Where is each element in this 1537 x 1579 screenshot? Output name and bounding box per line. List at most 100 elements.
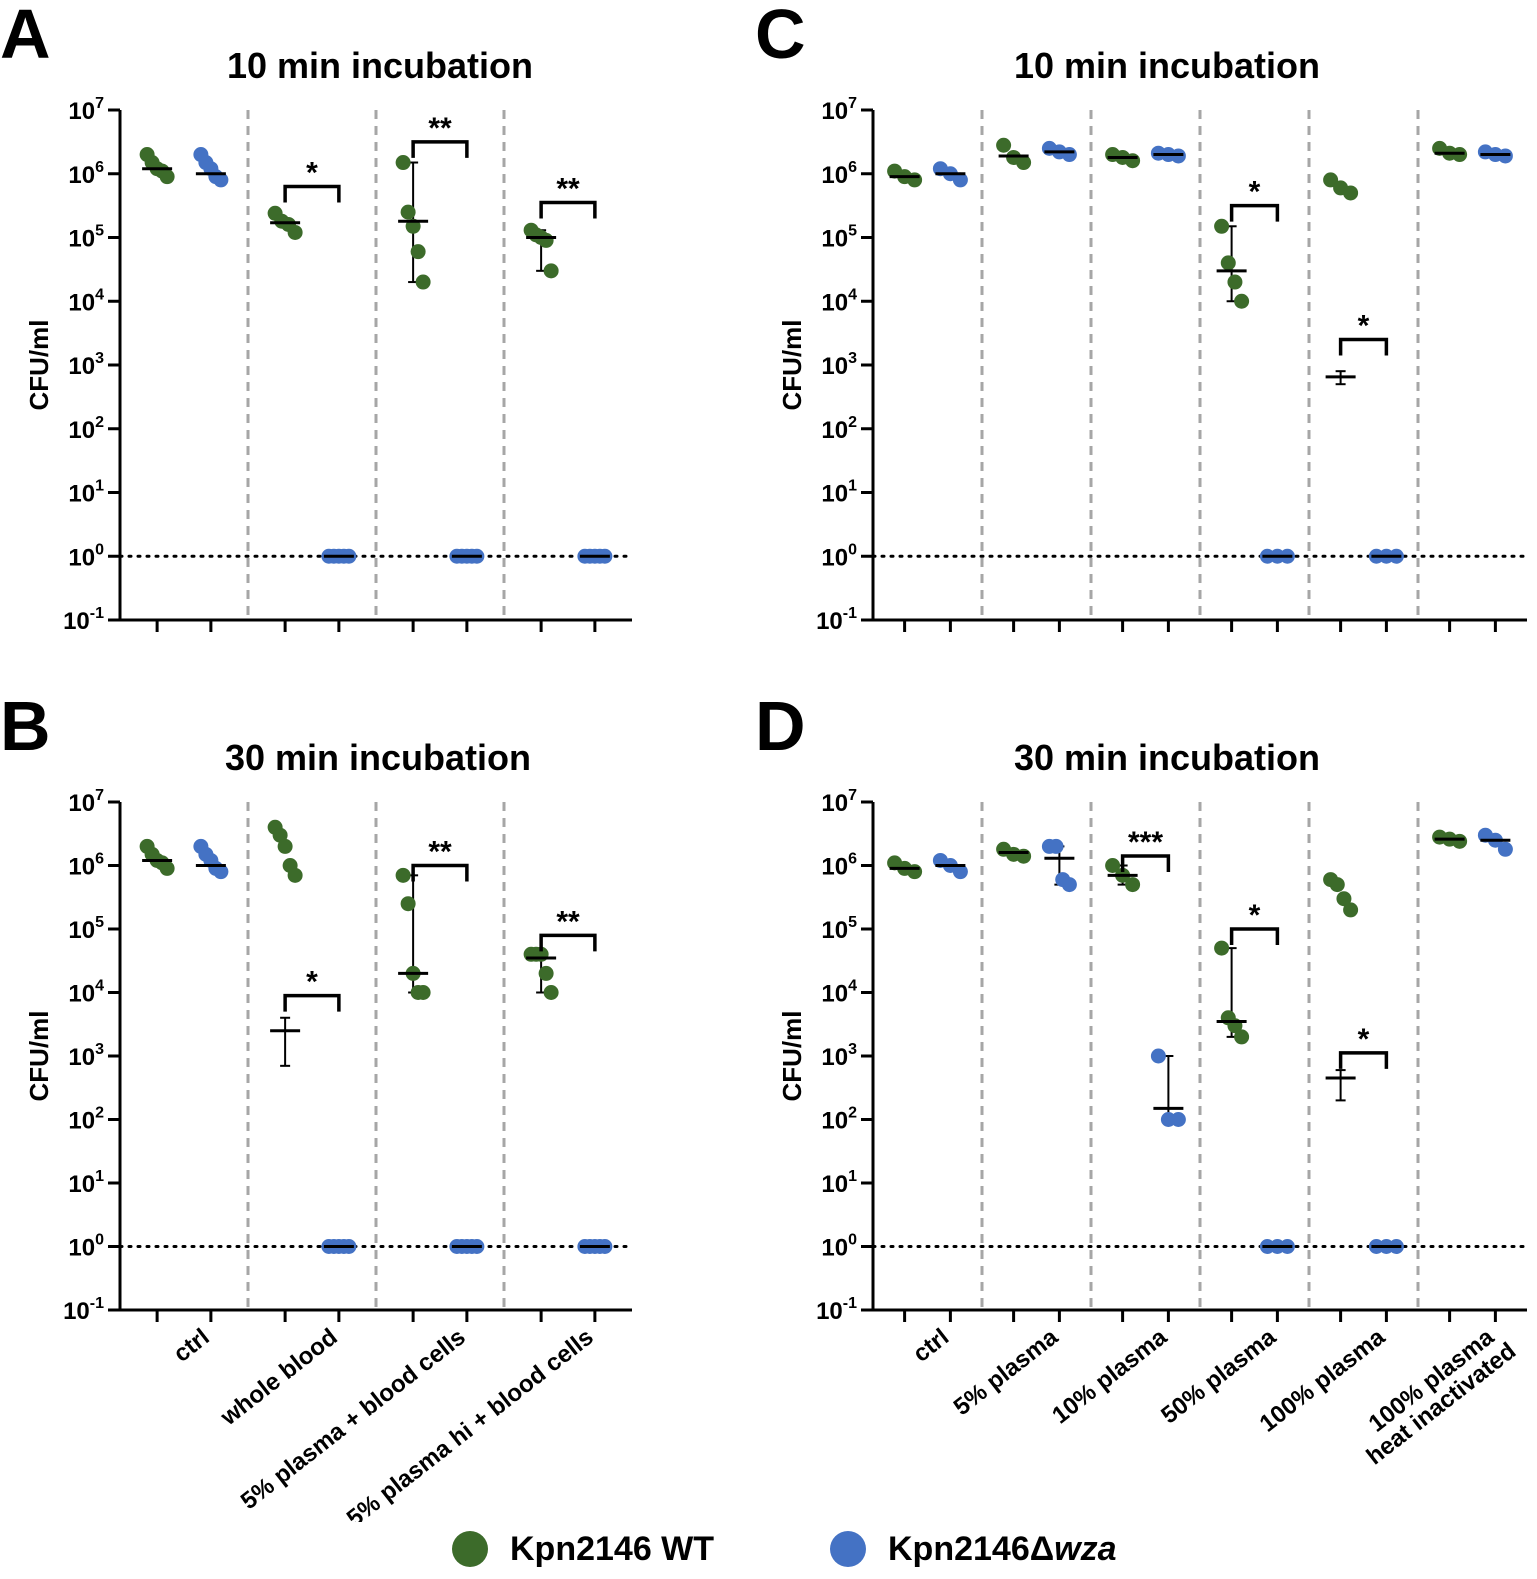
panel-c: C 10 min incubationCFU/ml10-1100101102103… — [755, 0, 1529, 635]
y-tick-exponent: 7 — [95, 95, 104, 112]
y-tick-exponent: 3 — [848, 1041, 857, 1058]
y-tick-exponent: 0 — [95, 541, 104, 558]
legend-mutant-gene: wza — [1054, 1529, 1117, 1568]
significance-bracket — [283, 184, 341, 203]
wt-point — [1016, 155, 1032, 171]
y-tick-label: 10-1 — [63, 605, 104, 635]
y-tick-label: 103 — [821, 1041, 857, 1071]
significance-bracket — [411, 863, 469, 882]
wt-point — [287, 224, 303, 240]
legend-mutant-prefix: Kpn2146 — [888, 1529, 1030, 1568]
mutant-point — [1048, 838, 1064, 854]
legend-wt-marker-icon — [452, 1531, 488, 1567]
significance-bracket — [1338, 337, 1389, 356]
mutant-point — [1170, 1112, 1186, 1127]
y-tick-label: 104 — [68, 978, 104, 1008]
y-tick-exponent: 3 — [95, 350, 104, 367]
wt-point — [1452, 833, 1468, 849]
wt-point — [272, 827, 288, 843]
y-tick-exponent: 6 — [848, 851, 857, 868]
y-tick-exponent: 4 — [848, 286, 857, 303]
y-tick-label: 104 — [821, 286, 857, 316]
y-tick-label: 104 — [821, 978, 857, 1008]
y-tick-label: 105 — [68, 914, 104, 944]
chart-title: 10 min incubation — [1014, 45, 1320, 86]
panel-b: B 30 min incubationCFU/ml10-1100101102103… — [0, 687, 634, 1522]
y-tick-exponent: -1 — [90, 605, 104, 622]
figure-canvas: A 10 min incubationCFU/ml10-1100101102103… — [0, 0, 1529, 1522]
wt-point — [1227, 274, 1243, 290]
significance-bracket — [1338, 1051, 1389, 1069]
significance-label: * — [306, 157, 318, 190]
y-tick-exponent: 7 — [95, 787, 104, 804]
y-tick-label: 10-1 — [816, 605, 857, 635]
y-tick-label: 100 — [68, 541, 104, 571]
significance-label: * — [1358, 310, 1370, 343]
panel-label: C — [755, 0, 806, 73]
panel-label: B — [0, 687, 51, 765]
y-tick-label: 101 — [821, 1168, 857, 1198]
y-tick-exponent: 0 — [848, 541, 857, 558]
significance-bracket — [1229, 203, 1280, 222]
wt-point — [410, 244, 426, 260]
x-category-label: whole blood — [215, 1323, 343, 1431]
significance-label: ** — [556, 172, 580, 205]
y-tick-exponent: -1 — [843, 605, 857, 622]
wt-point — [538, 232, 554, 248]
y-axis-label: CFU/ml — [24, 1011, 54, 1102]
y-tick-exponent: 1 — [848, 1168, 857, 1185]
y-tick-label: 103 — [68, 1041, 104, 1071]
y-tick-label: 106 — [821, 851, 857, 881]
y-tick-exponent: 7 — [848, 787, 857, 804]
y-tick-label: 105 — [68, 223, 104, 253]
wt-point — [159, 169, 175, 185]
mutant-point — [213, 172, 229, 188]
y-tick-label: 102 — [821, 1105, 857, 1135]
legend-mutant-delta: Δ — [1029, 1529, 1055, 1568]
x-category-label: 5% plasma hi + blood cells — [342, 1323, 599, 1522]
wt-point — [400, 204, 416, 220]
wt-point — [1016, 848, 1032, 864]
y-tick-label: 10-1 — [816, 1295, 857, 1325]
y-tick-label: 101 — [68, 478, 104, 508]
y-tick-exponent: 5 — [848, 914, 857, 931]
significance-bracket — [539, 933, 597, 952]
y-tick-exponent: 3 — [95, 1041, 104, 1058]
y-tick-exponent: -1 — [90, 1295, 104, 1312]
mutant-point — [213, 864, 229, 880]
panel-label: D — [755, 687, 806, 765]
mutant-point — [1061, 877, 1077, 893]
wt-point — [415, 274, 431, 290]
y-tick-exponent: 0 — [95, 1232, 104, 1249]
y-tick-exponent: 0 — [848, 1232, 857, 1249]
significance-label: ** — [556, 905, 580, 938]
mutant-point — [1150, 1048, 1166, 1064]
chart-title: 30 min incubation — [225, 737, 531, 778]
mutant-point — [952, 864, 968, 880]
significance-bracket — [283, 993, 341, 1012]
y-tick-exponent: 5 — [848, 223, 857, 240]
x-category-label: 5% plasma + blood cells — [236, 1323, 471, 1515]
y-tick-label: 107 — [68, 95, 104, 125]
wt-point — [1105, 858, 1121, 873]
y-tick-exponent: 2 — [848, 1105, 857, 1122]
wt-point — [1125, 153, 1141, 169]
chart-title: 30 min incubation — [1014, 737, 1320, 778]
y-tick-label: 101 — [821, 478, 857, 508]
y-tick-label: 104 — [68, 286, 104, 316]
significance-label: ** — [428, 112, 452, 145]
wt-point — [1323, 172, 1339, 188]
wt-point — [538, 965, 554, 981]
y-tick-label: 101 — [68, 1168, 104, 1198]
panel-a: A 10 min incubationCFU/ml10-1100101102103… — [0, 0, 634, 635]
y-axis-label: CFU/ml — [777, 1011, 807, 1102]
wt-point — [1329, 877, 1345, 893]
legend-wt-label: Kpn2146 WT — [510, 1529, 715, 1568]
y-tick-exponent: 6 — [95, 159, 104, 176]
legend-mutant-label: Kpn2146Δwza — [888, 1530, 1117, 1569]
wt-point — [1336, 891, 1352, 907]
significance-bracket — [411, 140, 469, 158]
legend-mutant: Kpn2146Δwza — [830, 1522, 1117, 1576]
wt-point — [1220, 255, 1236, 271]
y-tick-exponent: 4 — [95, 286, 104, 303]
